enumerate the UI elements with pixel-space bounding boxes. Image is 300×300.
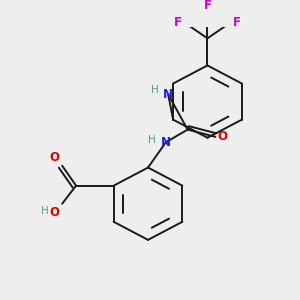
Text: F: F [233,16,241,28]
Text: H: H [40,206,48,215]
Text: O: O [49,151,59,164]
Text: H: H [151,85,158,95]
Text: N: N [161,136,171,149]
Text: F: F [174,16,182,28]
Text: H: H [148,134,156,145]
Text: O: O [218,130,227,143]
Text: N: N [163,88,173,101]
Text: F: F [203,0,211,12]
Text: O: O [49,206,59,218]
